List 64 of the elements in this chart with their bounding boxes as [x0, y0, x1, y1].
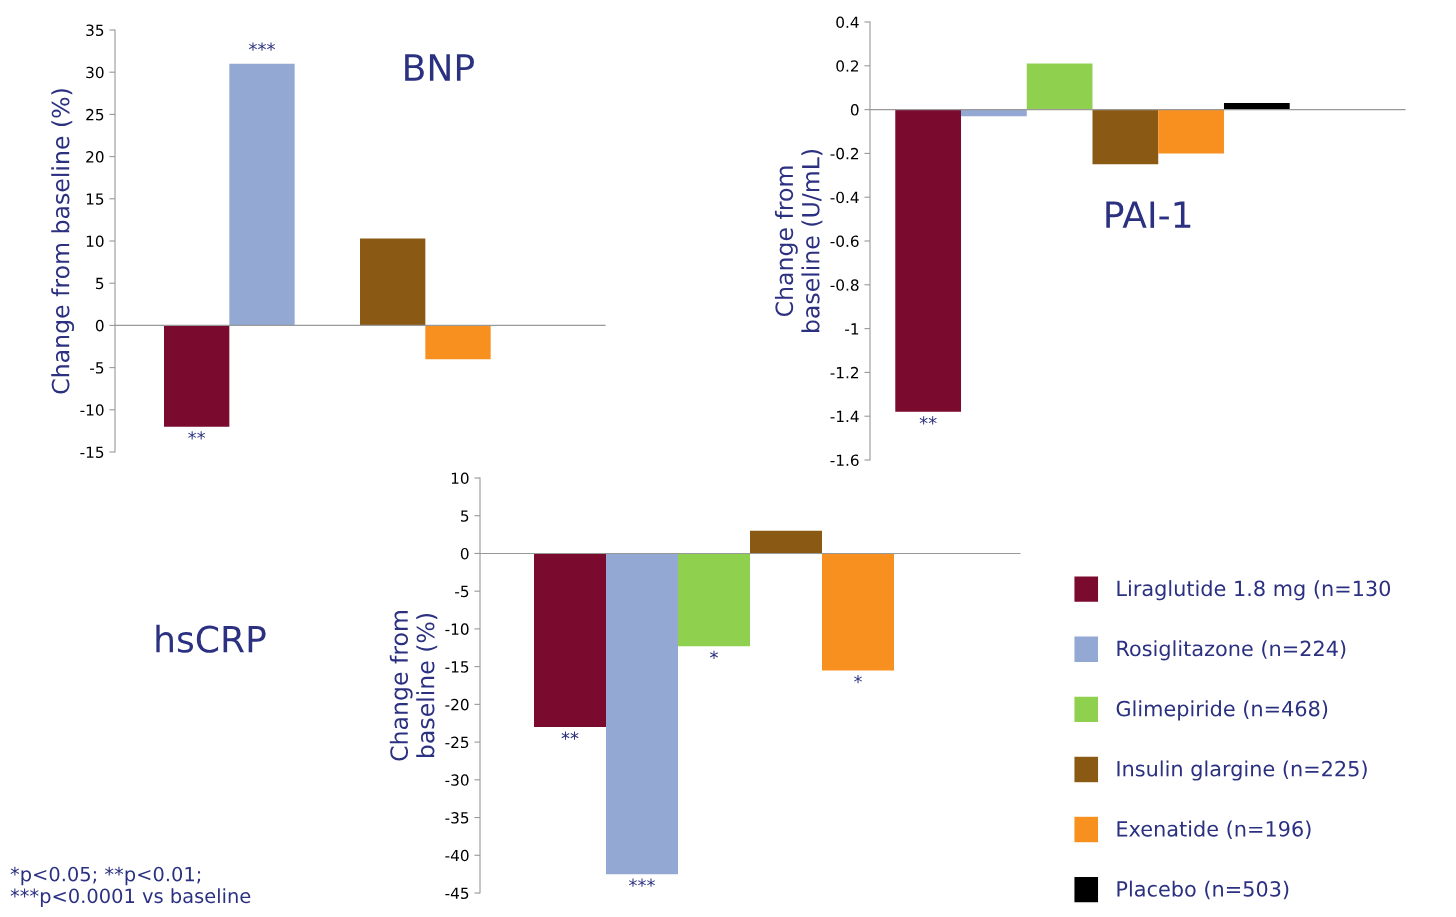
bar	[425, 325, 491, 360]
y-tick-label: 20	[86, 151, 104, 163]
y-tick-label: 0.2	[836, 60, 859, 72]
bar	[360, 238, 426, 326]
y-tick-label: 5	[461, 510, 469, 522]
y-tick-label: -0.4	[830, 191, 859, 204]
data-label: *	[854, 674, 862, 684]
text: *p<0.05; **p<0.01; ***p<0.0001 vs baseline	[10, 866, 251, 907]
y-tick-label: -1.2	[830, 366, 859, 379]
legend-label: Rosiglitazone (n=224)	[1117, 640, 1346, 661]
legend-label: Glimepiride (n=468)	[1116, 700, 1328, 721]
data-label: **	[188, 431, 206, 440]
y-tick-label: -10	[445, 623, 469, 635]
y-axis-title: Change from baseline (%)	[51, 89, 75, 394]
text: hsCRP	[156, 624, 266, 653]
y-tick-label: -0.6	[830, 235, 859, 248]
data-label: ***	[249, 42, 275, 51]
y-axis-title: Change from baseline (U/mL)	[774, 149, 823, 332]
y-tick-label: -45	[445, 887, 469, 900]
y-tick-label: 0	[460, 547, 469, 560]
data-label: *	[710, 650, 718, 659]
y-tick-label: 30	[86, 66, 104, 79]
y-tick-label: -20	[445, 698, 469, 711]
data-label: **	[919, 416, 937, 425]
text: BNP	[405, 54, 474, 81]
y-tick-label: 5	[96, 277, 104, 290]
y-tick-label: -5	[90, 362, 104, 374]
y-tick-label: 10	[86, 235, 104, 248]
y-tick-label: 25	[86, 108, 104, 121]
y-tick-label: -5	[455, 585, 469, 598]
y-tick-label: -0.8	[830, 279, 859, 291]
data-label: ***	[629, 878, 655, 887]
y-tick-label: 0	[95, 319, 104, 332]
y-tick-label: 15	[86, 193, 104, 205]
y-tick-label: -1.6	[830, 454, 859, 467]
y-tick-label: -1	[845, 323, 859, 335]
y-tick-label: 10	[451, 472, 469, 485]
legend-label: Insulin glargine (n=225)	[1117, 760, 1367, 781]
y-axis-title: Change from baseline (%)	[389, 611, 438, 761]
y-tick-label: -35	[445, 812, 469, 824]
bar	[1223, 103, 1290, 110]
legend-label: Placebo (n=503)	[1117, 880, 1289, 900]
y-tick-label: -1.4	[830, 410, 859, 422]
y-tick-label: -40	[445, 849, 469, 862]
bar	[895, 109, 962, 412]
y-tick-label: 0.4	[836, 16, 859, 29]
bar	[961, 109, 1027, 117]
bar	[1158, 109, 1224, 154]
y-tick-label: -25	[445, 736, 469, 749]
legend-label: Liraglutide 1.8 mg (n=130	[1117, 580, 1391, 601]
legend-label: Exenatide (n=196)	[1117, 820, 1311, 840]
y-tick-label: -30	[445, 774, 469, 786]
data-label: **	[561, 731, 579, 740]
y-tick-label: -15	[80, 446, 104, 459]
y-tick-label: -15	[445, 661, 469, 673]
text: PAI-1	[1106, 201, 1191, 228]
bar	[229, 63, 295, 326]
bar	[1092, 109, 1159, 165]
bar	[164, 325, 230, 427]
y-tick-label: -10	[80, 404, 104, 416]
y-tick-label: -0.2	[830, 147, 859, 160]
bar	[1026, 63, 1093, 110]
y-tick-label: 0	[850, 104, 859, 116]
y-tick-label: 35	[86, 24, 104, 37]
